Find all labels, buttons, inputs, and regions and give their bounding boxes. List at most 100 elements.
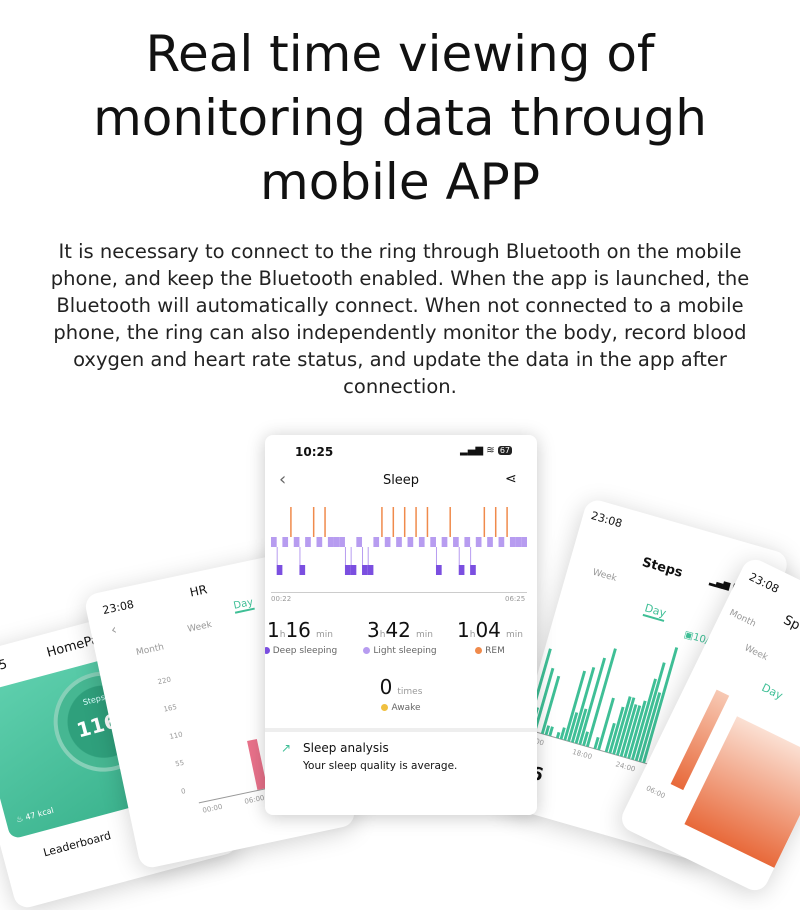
- steps-bar: [619, 704, 638, 757]
- y-tick: 110: [168, 730, 184, 741]
- leaderboard-link[interactable]: Leaderboard: [41, 828, 113, 860]
- analysis-chart-icon: ↗: [281, 741, 292, 755]
- steps-bar: [638, 692, 662, 763]
- kcal-value: 47 kcal: [24, 805, 55, 822]
- deep-sleep-segment: [470, 565, 476, 575]
- x-tick: 06:00: [644, 784, 667, 801]
- x-tick: 24:00: [614, 760, 637, 774]
- light-sleep-segment: [333, 537, 340, 547]
- unit: h: [469, 630, 476, 640]
- steps-bar: [574, 708, 588, 744]
- tab-day[interactable]: Day: [642, 601, 668, 622]
- light-sleep-segment: [356, 537, 363, 547]
- minutes: 04: [475, 618, 501, 642]
- end-time: 06:25: [505, 595, 526, 603]
- light-sleep-segment: [327, 537, 334, 547]
- hours: 1: [457, 618, 470, 642]
- status-time: 23:08: [101, 597, 136, 618]
- screen-title: Steps: [640, 555, 685, 581]
- light-sleep-segment: [407, 537, 414, 547]
- x-axis: [271, 592, 527, 593]
- steps-bar: [548, 726, 554, 737]
- light-sleep-segment: [441, 537, 448, 547]
- sleep-hypnogram: [271, 507, 527, 575]
- share-icon[interactable]: ⋖: [505, 471, 517, 487]
- x-tick: 00:00: [201, 802, 224, 815]
- deep-sleep-segment: [458, 565, 465, 575]
- stat-label: Deep sleeping: [272, 646, 338, 656]
- x-tick: 12:00: [694, 841, 717, 858]
- headline-line: Real time viewing of: [145, 25, 655, 83]
- light-sleep-segment: [373, 537, 380, 547]
- legend-dot: [381, 704, 389, 711]
- stat-rem: 1h04 min REM: [445, 618, 535, 656]
- back-icon[interactable]: ‹: [109, 621, 119, 639]
- tab-month[interactable]: Month: [135, 642, 165, 659]
- deep-sleep-segment: [367, 565, 374, 575]
- light-sleep-segment: [453, 537, 459, 547]
- steps-bar: [570, 667, 596, 743]
- steps-bar: [612, 696, 632, 755]
- stat-light: 3h42 min Light sleeping: [355, 618, 445, 656]
- light-sleep-segment: [475, 537, 482, 547]
- legend-dot: [475, 647, 483, 654]
- tab-week[interactable]: Week: [591, 567, 618, 585]
- description: It is necessary to connect to the ring t…: [50, 240, 750, 398]
- unit: min: [416, 630, 433, 640]
- fire-icon: ♨: [15, 813, 25, 825]
- steps-bar: [642, 647, 679, 764]
- light-sleep-segment: [271, 537, 277, 547]
- battery-icon: 67: [497, 446, 513, 455]
- minutes: 42: [385, 618, 411, 642]
- y-axis-ticks: 220 165 110 55 0: [155, 666, 197, 806]
- divider: [265, 728, 537, 732]
- deep-sleep-segment: [276, 565, 283, 575]
- light-sleep-segment: [384, 537, 391, 547]
- deep-sleep-segment: [362, 565, 368, 575]
- tab-month[interactable]: Month: [727, 608, 758, 630]
- light-sleep-segment: [498, 537, 505, 547]
- light-sleep-segment: [282, 537, 289, 547]
- steps-bar: [563, 670, 587, 741]
- light-sleep-segment: [418, 537, 425, 547]
- steps-bar: [559, 727, 566, 740]
- headline-line: monitoring data through: [93, 89, 707, 147]
- screen-title: HR: [188, 582, 209, 600]
- unit: h: [379, 630, 386, 640]
- tab-day[interactable]: Day: [232, 596, 255, 614]
- deep-sleep-segment: [299, 565, 306, 575]
- steps-bar: [627, 700, 647, 759]
- steps-bar: [555, 731, 561, 739]
- unit: times: [397, 687, 423, 697]
- signal-icon: ▂▄▆: [460, 445, 484, 456]
- light-sleep-segment: [293, 537, 300, 547]
- signal-icon: ▂▄▆: [708, 576, 732, 592]
- stat-label: Light sleeping: [373, 646, 437, 656]
- deep-sleep-segment: [344, 565, 351, 575]
- tab-week[interactable]: Week: [186, 619, 213, 635]
- tab-day[interactable]: Day: [759, 681, 785, 703]
- stat-deep: 1h16 min Deep sleeping: [265, 618, 345, 656]
- legend-dot: [363, 647, 371, 654]
- back-icon[interactable]: ‹: [279, 469, 287, 490]
- deep-sleep-segment: [435, 565, 442, 575]
- status-time: 10:25: [295, 445, 334, 459]
- start-time: 00:22: [271, 595, 292, 603]
- status-time: 10:25: [0, 656, 9, 682]
- light-sleep-segment: [339, 537, 345, 547]
- steps-bar: [533, 667, 555, 733]
- steps-bar: [630, 678, 657, 761]
- steps-bar: [582, 731, 589, 747]
- light-sleep-segment: [515, 537, 522, 547]
- status-icons: ▂▄▆ ≋ 67: [460, 445, 513, 456]
- steps-screen: 23:08 Steps ▂▄▆ 5 Week Day ⋖ ▣10/23 12:0…: [499, 497, 791, 863]
- light-sleep-segment: [430, 537, 436, 547]
- light-sleep-segment: [464, 537, 471, 547]
- wifi-icon: ≋: [486, 445, 495, 456]
- analysis-text: Your sleep quality is average.: [303, 760, 458, 772]
- steps-bar: [615, 697, 636, 756]
- y-tick: 55: [174, 758, 185, 769]
- tab-week[interactable]: Week: [742, 643, 770, 664]
- steps-bar: [634, 662, 666, 762]
- awake-value: 0: [379, 675, 393, 699]
